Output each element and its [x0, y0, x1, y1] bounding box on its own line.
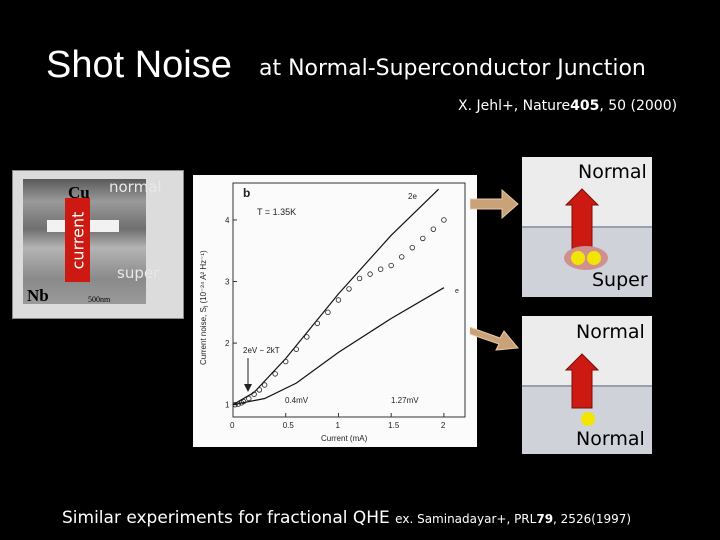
data-point: [240, 398, 247, 405]
current-label-wrap: current: [65, 198, 90, 282]
data-point: [399, 254, 405, 260]
data-point: [283, 358, 289, 365]
plot-ticks: 0 0.5 1 1.5 2 1 2 3 4: [225, 216, 446, 430]
ref-volume: 405: [570, 98, 600, 114]
y-tick-label: 3: [225, 278, 230, 287]
plot-ylabel-units: (10⁻²⁴ A² Hz⁻¹): [199, 250, 208, 304]
data-point: [246, 395, 252, 402]
data-point: [256, 387, 263, 393]
ref-prefix: X. Jehl+, Nature: [458, 98, 571, 114]
plot-xlabel: Current (mA): [321, 434, 368, 443]
pointer-arrows: [470, 188, 519, 351]
panel1-normal-label: Normal: [578, 161, 647, 183]
panel2-normal-label: Normal: [576, 321, 645, 343]
footer: Similar experiments for fractional QHE e…: [62, 508, 631, 528]
footer-ref-suffix: , 2526(1997): [553, 512, 632, 526]
data-point: [441, 217, 447, 223]
plot-svg: b T = 1.35K 2e e 2eV − 2kT 0.4mV 1.27mV …: [199, 182, 466, 443]
arrow-to-normal-panel: [470, 326, 519, 351]
data-point: [272, 371, 278, 377]
panel-icons: [564, 188, 608, 426]
data-point: [388, 262, 394, 269]
arrow-upper: [470, 188, 519, 220]
plot-ylabel: Current noise, SI(10⁻²⁴ A² Hz⁻¹): [199, 250, 210, 365]
plot-axes-box: [232, 182, 466, 418]
electron-dot-icon-1: [571, 251, 585, 265]
y-tick-label: 1: [225, 401, 230, 410]
current-bar: [65, 198, 90, 282]
panel2-normal2-label: Normal: [576, 428, 645, 450]
data-point: [235, 401, 241, 407]
data-point: [293, 346, 299, 352]
annotation-127mv: 1.27mV: [391, 396, 419, 405]
data-point: [251, 391, 257, 397]
temperature-label: T = 1.35K: [257, 207, 296, 217]
plot-ylabel-sub: I: [204, 305, 210, 307]
electron-dot-icon-2: [587, 251, 601, 265]
x-tick-label: 2: [441, 421, 446, 430]
panel-letter: b: [243, 186, 250, 200]
normal-label: normal: [109, 178, 162, 196]
panel1-super-label: Super: [592, 269, 648, 291]
footer-ref-volume: 79: [536, 512, 554, 526]
data-point: [409, 244, 415, 251]
x-tick-label: 1.5: [388, 421, 400, 430]
data-point: [430, 226, 437, 232]
reference-top: X. Jehl+, Nature405, 50 (2000): [458, 98, 677, 114]
data-point: [314, 320, 321, 327]
data-point: [377, 266, 384, 272]
plot-curves: [232, 188, 445, 406]
scale-label: 500nm: [88, 295, 111, 304]
data-point: [232, 401, 238, 408]
cooper-pair-glow-icon: [564, 246, 608, 270]
curve-2e-label: 2e: [408, 192, 417, 201]
y-tick-label: 2: [225, 339, 230, 348]
slide-subtitle: at Normal-Superconductor Junction: [259, 56, 646, 81]
data-point: [367, 271, 373, 277]
footer-ref-prefix: ex. Saminadayar+, PRL: [395, 512, 537, 526]
red-arrow-icon-2: [564, 353, 600, 409]
theory-curve-e: [232, 287, 445, 406]
data-point: [356, 275, 363, 282]
arrow-to-super-panel: [470, 188, 519, 220]
annotation-2ev: 2eV − 2kT: [243, 346, 280, 355]
electron-dot-icon-3: [581, 412, 595, 426]
data-point: [261, 382, 268, 388]
cu-label: Cu: [68, 183, 90, 202]
noise-plot: b T = 1.35K 2e e 2eV − 2kT 0.4mV 1.27mV …: [193, 175, 477, 447]
data-point: [304, 334, 310, 340]
curve-e-label: e: [455, 288, 459, 295]
arrow-lower: [470, 326, 519, 351]
footer-main: Similar experiments for fractional QHE: [62, 508, 390, 528]
annotation-arrowhead: [244, 384, 252, 392]
data-point: [420, 235, 426, 242]
data-point: [346, 286, 352, 292]
ref-suffix: , 50 (2000): [599, 98, 678, 114]
red-arrow-icon-1: [564, 188, 600, 250]
data-point: [325, 309, 331, 316]
annotation-04mv: 0.4mV: [285, 396, 309, 405]
y-tick-label: 4: [225, 216, 230, 225]
plot-points: [232, 217, 447, 408]
nb-label: Nb: [27, 286, 49, 305]
plot-ylabel-text: Current noise, S: [199, 307, 208, 365]
data-point: [335, 297, 342, 303]
x-tick-label: 0.5: [283, 421, 295, 430]
super-label: super: [117, 264, 160, 282]
x-tick-label: 1: [335, 421, 340, 430]
x-tick-label: 0: [230, 421, 235, 430]
current-label: current: [68, 211, 87, 269]
slide-title: Shot Noise: [46, 44, 232, 86]
theory-curve-2e: [232, 188, 440, 406]
